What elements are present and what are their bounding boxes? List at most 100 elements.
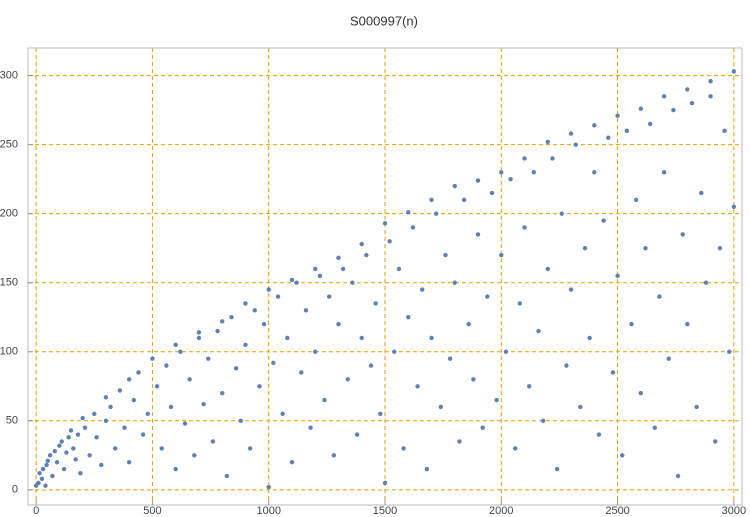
point: [587, 335, 592, 341]
point: [675, 473, 681, 479]
point: [447, 356, 453, 361]
point: [82, 425, 88, 430]
point: [359, 241, 364, 247]
point: [54, 459, 60, 465]
point: [44, 462, 49, 468]
point: [285, 335, 290, 341]
point: [657, 294, 662, 299]
point: [271, 360, 276, 365]
point: [257, 384, 262, 389]
point: [615, 113, 620, 118]
point: [289, 459, 295, 465]
point: [578, 404, 583, 410]
point: [517, 301, 523, 306]
point: [499, 170, 504, 175]
point: [322, 397, 327, 403]
point: [247, 446, 253, 451]
point: [92, 411, 97, 417]
point: [145, 411, 150, 417]
point: [238, 418, 244, 423]
point: [624, 128, 630, 134]
point: [382, 221, 388, 226]
point: [466, 321, 471, 327]
point: [275, 294, 281, 299]
point: [685, 87, 690, 92]
point: [182, 421, 188, 426]
point: [61, 466, 67, 472]
point: [666, 356, 671, 361]
point: [66, 435, 71, 440]
point: [475, 232, 481, 237]
point: [126, 459, 132, 465]
point: [457, 439, 462, 444]
point: [652, 425, 657, 430]
point: [219, 319, 225, 324]
point: [173, 466, 178, 472]
point: [131, 397, 137, 403]
point: [64, 450, 69, 455]
point: [364, 252, 369, 258]
point: [471, 377, 476, 382]
point: [703, 280, 709, 285]
point: [545, 139, 551, 145]
point: [499, 252, 504, 258]
point: [224, 473, 230, 479]
point: [638, 390, 644, 396]
point: [294, 280, 299, 285]
point: [392, 349, 397, 354]
point: [731, 204, 737, 209]
point: [708, 94, 713, 99]
point: [708, 78, 713, 84]
point: [661, 170, 667, 175]
point: [136, 370, 141, 375]
point: [40, 466, 46, 472]
point: [215, 328, 220, 334]
point: [150, 356, 155, 361]
point: [59, 439, 64, 444]
point: [78, 471, 83, 476]
point: [308, 425, 313, 430]
point: [596, 432, 602, 437]
y-tick-label: 250: [0, 139, 18, 151]
point: [140, 432, 146, 437]
point: [99, 462, 104, 468]
point: [387, 239, 392, 244]
x-tick-label: 1000: [256, 505, 280, 517]
point: [406, 315, 411, 320]
point: [313, 349, 318, 354]
point: [573, 142, 578, 147]
point: [610, 370, 616, 375]
point: [382, 480, 388, 486]
point: [568, 131, 574, 136]
point: [503, 349, 509, 354]
point: [50, 473, 55, 479]
point: [536, 328, 541, 334]
point: [443, 252, 448, 258]
point: [75, 432, 81, 437]
chart-title: S000997(n): [350, 13, 418, 28]
point: [643, 245, 648, 251]
point: [522, 225, 527, 230]
point: [303, 308, 309, 313]
point: [196, 335, 202, 341]
point: [229, 315, 234, 320]
point: [178, 349, 183, 354]
point: [680, 232, 685, 237]
point: [289, 277, 295, 283]
point: [126, 377, 132, 382]
y-tick-label: 150: [0, 277, 18, 289]
point: [722, 128, 727, 134]
point: [206, 356, 211, 361]
point: [336, 321, 341, 327]
point: [187, 377, 192, 382]
point: [57, 443, 62, 448]
point: [159, 446, 164, 451]
point: [699, 190, 704, 196]
point: [452, 183, 457, 189]
point: [689, 101, 695, 106]
point: [420, 287, 425, 292]
point: [359, 335, 364, 341]
x-tick-label: 500: [143, 505, 161, 517]
point: [508, 176, 513, 182]
point: [196, 330, 202, 335]
